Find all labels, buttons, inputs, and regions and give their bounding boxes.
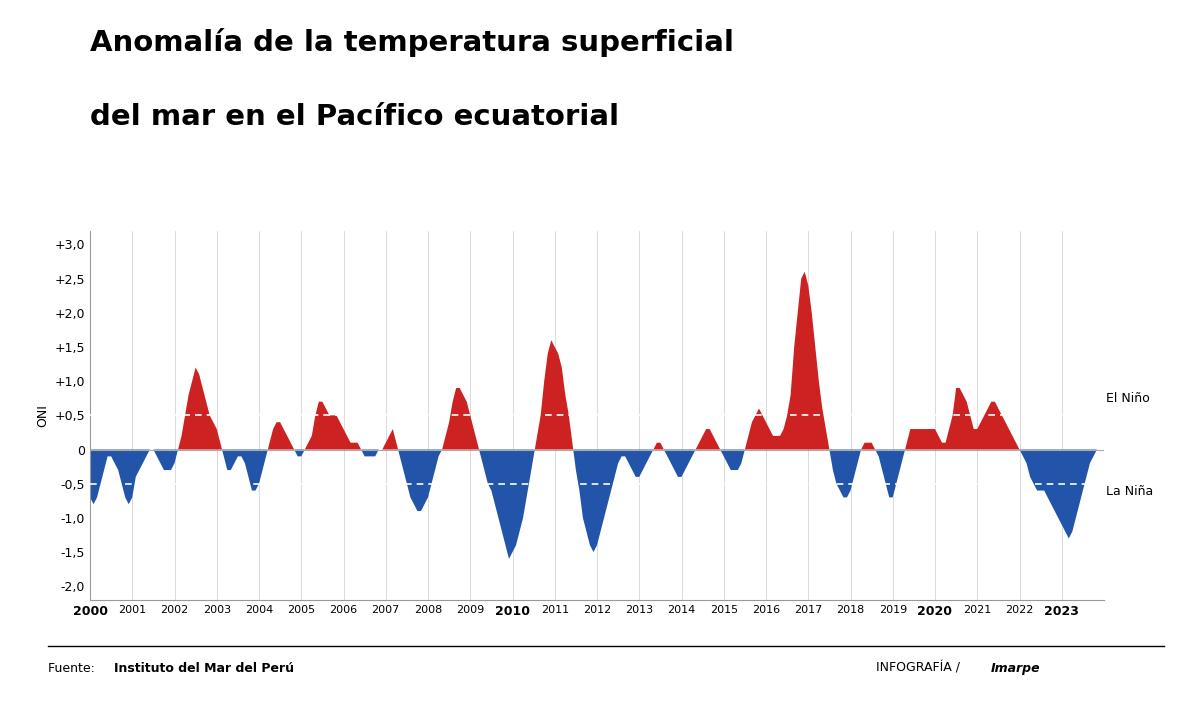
Y-axis label: ONI: ONI [36, 404, 49, 427]
Text: La Niña: La Niña [1106, 486, 1153, 498]
Text: del mar en el Pacífico ecuatorial: del mar en el Pacífico ecuatorial [90, 103, 619, 131]
Text: Anomalía de la temperatura superficial: Anomalía de la temperatura superficial [90, 28, 734, 58]
Text: Instituto del Mar del Perú: Instituto del Mar del Perú [114, 662, 294, 674]
Text: Imarpe: Imarpe [991, 662, 1040, 674]
Text: Fuente:: Fuente: [48, 662, 98, 674]
Text: El Niño: El Niño [1106, 392, 1150, 405]
Text: INFOGRAFÍA /: INFOGRAFÍA / [876, 662, 960, 674]
